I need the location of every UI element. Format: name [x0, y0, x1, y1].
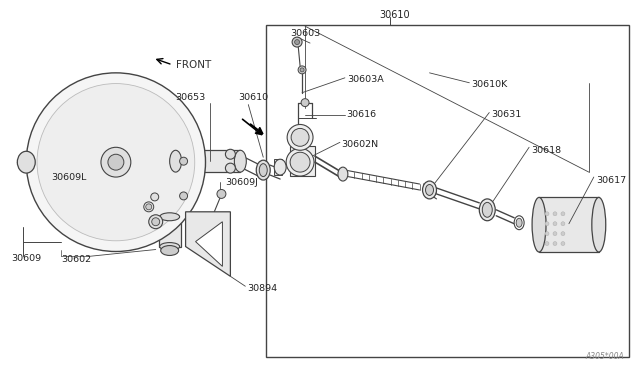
Text: 30894: 30894 — [247, 284, 278, 293]
Text: A305*00A: A305*00A — [585, 352, 623, 361]
Circle shape — [290, 152, 310, 172]
Bar — [159, 217, 180, 247]
Circle shape — [561, 241, 565, 246]
Ellipse shape — [483, 202, 492, 217]
Circle shape — [294, 39, 300, 45]
Circle shape — [561, 232, 565, 235]
Ellipse shape — [479, 199, 495, 221]
Text: 30610: 30610 — [238, 93, 269, 102]
Bar — [539, 197, 599, 251]
Ellipse shape — [532, 198, 546, 252]
Text: 30603: 30603 — [290, 29, 321, 38]
Ellipse shape — [338, 167, 348, 181]
Circle shape — [225, 149, 236, 159]
Circle shape — [553, 222, 557, 226]
Ellipse shape — [259, 164, 268, 177]
Ellipse shape — [161, 246, 179, 256]
Circle shape — [545, 241, 549, 246]
Circle shape — [553, 212, 557, 216]
Ellipse shape — [592, 198, 605, 252]
Text: FRONT: FRONT — [175, 60, 211, 70]
Ellipse shape — [514, 216, 524, 230]
Circle shape — [561, 222, 565, 226]
Ellipse shape — [17, 151, 35, 173]
Text: 30609J: 30609J — [225, 177, 259, 186]
Circle shape — [553, 232, 557, 235]
Circle shape — [108, 154, 124, 170]
Circle shape — [148, 215, 163, 229]
Circle shape — [225, 163, 236, 173]
Circle shape — [561, 212, 565, 216]
Ellipse shape — [160, 213, 180, 221]
Circle shape — [301, 99, 309, 107]
Ellipse shape — [516, 218, 522, 227]
Text: 30609L: 30609L — [51, 173, 86, 182]
Circle shape — [101, 147, 131, 177]
Circle shape — [287, 125, 313, 150]
Circle shape — [217, 189, 226, 198]
Circle shape — [152, 218, 160, 226]
Circle shape — [146, 204, 152, 210]
Text: 30653: 30653 — [175, 93, 206, 102]
Ellipse shape — [256, 160, 270, 180]
Ellipse shape — [274, 159, 286, 175]
Circle shape — [300, 68, 304, 72]
Circle shape — [545, 212, 549, 216]
Circle shape — [26, 73, 205, 251]
Circle shape — [151, 193, 159, 201]
Bar — [290, 146, 315, 176]
Text: 30610: 30610 — [380, 10, 410, 20]
Text: 30616: 30616 — [346, 110, 376, 119]
Bar — [175, 150, 241, 172]
Circle shape — [180, 157, 188, 165]
Circle shape — [553, 241, 557, 246]
Text: 30610K: 30610K — [471, 80, 508, 89]
Circle shape — [180, 192, 188, 200]
Ellipse shape — [160, 243, 180, 250]
Ellipse shape — [234, 150, 246, 172]
Text: 30631: 30631 — [492, 110, 522, 119]
Bar — [274, 159, 282, 175]
Text: 30618: 30618 — [531, 146, 561, 155]
Circle shape — [292, 37, 302, 47]
Text: 30609: 30609 — [12, 254, 42, 263]
Text: 30602N: 30602N — [341, 140, 378, 149]
Circle shape — [286, 148, 314, 176]
Circle shape — [298, 66, 306, 74]
Bar — [266, 25, 628, 357]
Ellipse shape — [170, 150, 182, 172]
Circle shape — [545, 232, 549, 235]
Circle shape — [291, 128, 309, 146]
Text: 30602: 30602 — [61, 255, 92, 264]
Circle shape — [144, 202, 154, 212]
Ellipse shape — [426, 185, 433, 195]
Circle shape — [37, 84, 195, 241]
Text: 30617: 30617 — [596, 176, 626, 185]
Polygon shape — [196, 222, 223, 266]
Ellipse shape — [422, 181, 436, 199]
Polygon shape — [186, 212, 230, 276]
Circle shape — [545, 222, 549, 226]
Text: 30603A: 30603A — [347, 75, 383, 84]
